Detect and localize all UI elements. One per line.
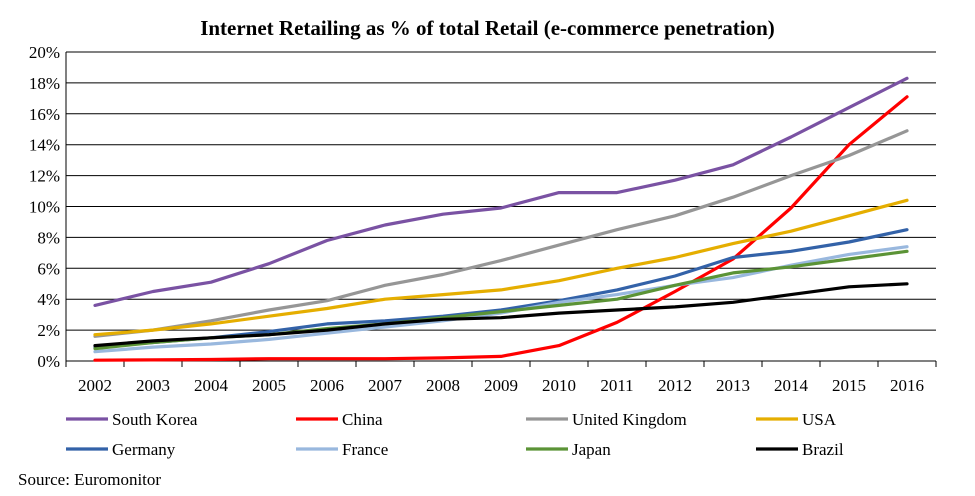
x-tick-label: 2005 [252,376,286,395]
legend-label: Germany [112,440,176,459]
legend-label: Brazil [802,440,844,459]
x-tick-label: 2016 [890,376,924,395]
legend-label: South Korea [112,410,198,429]
series-line-china [93,95,909,362]
y-tick-label: 4% [37,290,60,309]
x-tick-label: 2003 [136,376,170,395]
y-tick-label: 0% [37,352,60,371]
x-tick-label: 2014 [774,376,809,395]
legend-label: France [342,440,388,459]
x-tick-label: 2008 [426,376,460,395]
chart-title: Internet Retailing as % of total Retail … [200,16,775,40]
x-tick-label: 2010 [542,376,576,395]
x-tick-label: 2002 [78,376,112,395]
legend-label: China [342,410,383,429]
x-tick-label: 2015 [832,376,866,395]
x-tick-label: 2006 [310,376,344,395]
y-tick-label: 10% [29,198,60,217]
y-tick-label: 2% [37,321,60,340]
y-tick-label: 16% [29,105,60,124]
legend-label: USA [802,410,837,429]
series-line-brazil [93,282,909,348]
y-tick-label: 18% [29,74,60,93]
legend-label: United Kingdom [572,410,687,429]
y-tick-label: 14% [29,136,60,155]
x-tick-label: 2007 [368,376,403,395]
legend-label: Japan [572,440,611,459]
source-note: Source: Euromonitor [18,470,162,489]
x-tick-label: 2004 [194,376,229,395]
y-tick-label: 12% [29,167,60,186]
y-tick-label: 20% [29,43,60,62]
series-line-usa [93,198,909,337]
y-tick-label: 8% [37,228,60,247]
series-line-south-korea [93,76,909,307]
series-line-japan [93,249,909,351]
x-tick-label: 2012 [658,376,692,395]
x-tick-label: 2013 [716,376,750,395]
y-tick-label: 6% [37,259,60,278]
x-tick-label: 2009 [484,376,518,395]
x-tick-label: 2011 [600,376,633,395]
series-line-united-kingdom [93,129,909,338]
